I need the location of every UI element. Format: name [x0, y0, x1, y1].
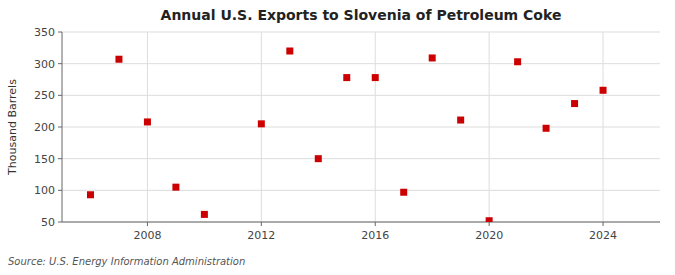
x-tick	[375, 222, 376, 226]
y-grid-line	[62, 63, 660, 64]
x-grid-line	[603, 32, 604, 222]
point	[172, 184, 179, 191]
x-tick	[261, 222, 262, 226]
x-tick	[489, 222, 490, 226]
y-tick	[58, 222, 62, 223]
y-tick-label: 50	[41, 216, 55, 229]
y-tick-label: 350	[34, 26, 55, 39]
y-tick	[58, 32, 62, 33]
x-tick	[147, 222, 148, 226]
point	[514, 58, 521, 65]
point	[571, 100, 578, 107]
x-tick	[603, 222, 604, 226]
points	[87, 48, 607, 223]
x-tick-label: 2020	[475, 229, 503, 242]
point	[543, 125, 550, 132]
y-tick	[58, 63, 62, 64]
point	[115, 56, 122, 63]
y-tick-label: 150	[34, 153, 55, 166]
source: Source: U.S. Energy Information Administ…	[8, 256, 245, 267]
x-grid-line	[489, 32, 490, 222]
x-tick-label: 2016	[361, 229, 389, 242]
point	[486, 217, 493, 222]
x-tick-label: 2024	[589, 229, 617, 242]
y-axis-label: Thousand Barrels	[6, 79, 19, 176]
point	[315, 155, 322, 162]
y-grid-line	[62, 158, 660, 159]
chart: 50 100 150 200 250 300 350 2008 2012 2016 2020 2024…	[0, 0, 675, 275]
x-axis	[62, 222, 660, 223]
point	[457, 117, 464, 124]
y-tick-label: 100	[34, 184, 55, 197]
y-grid-line	[62, 222, 660, 223]
y-tick-label: 300	[34, 58, 55, 71]
point	[372, 74, 379, 81]
point	[286, 48, 293, 55]
x-tick-label: 2012	[247, 229, 275, 242]
point	[600, 87, 607, 94]
point	[429, 54, 436, 61]
point	[400, 189, 407, 196]
y-grid-line	[62, 127, 660, 128]
title: Annual U.S. Exports to Slovenia of Petro…	[161, 7, 562, 23]
x-tick-label: 2008	[133, 229, 161, 242]
x-grid-line	[147, 32, 148, 222]
y-axis	[62, 32, 63, 222]
x-grid-line	[375, 32, 376, 222]
y-tick	[58, 95, 62, 96]
point	[201, 211, 208, 218]
y-tick	[58, 190, 62, 191]
grid	[62, 32, 660, 222]
point	[87, 191, 94, 198]
y-grid-line	[62, 190, 660, 191]
y-grid-line	[62, 95, 660, 96]
point	[343, 74, 350, 81]
point	[258, 120, 265, 127]
y-tick-label: 200	[34, 121, 55, 134]
y-grid-line	[62, 32, 660, 33]
point	[144, 118, 151, 125]
y-tick	[58, 127, 62, 128]
y-tick-label: 250	[34, 89, 55, 102]
y-tick	[58, 158, 62, 159]
